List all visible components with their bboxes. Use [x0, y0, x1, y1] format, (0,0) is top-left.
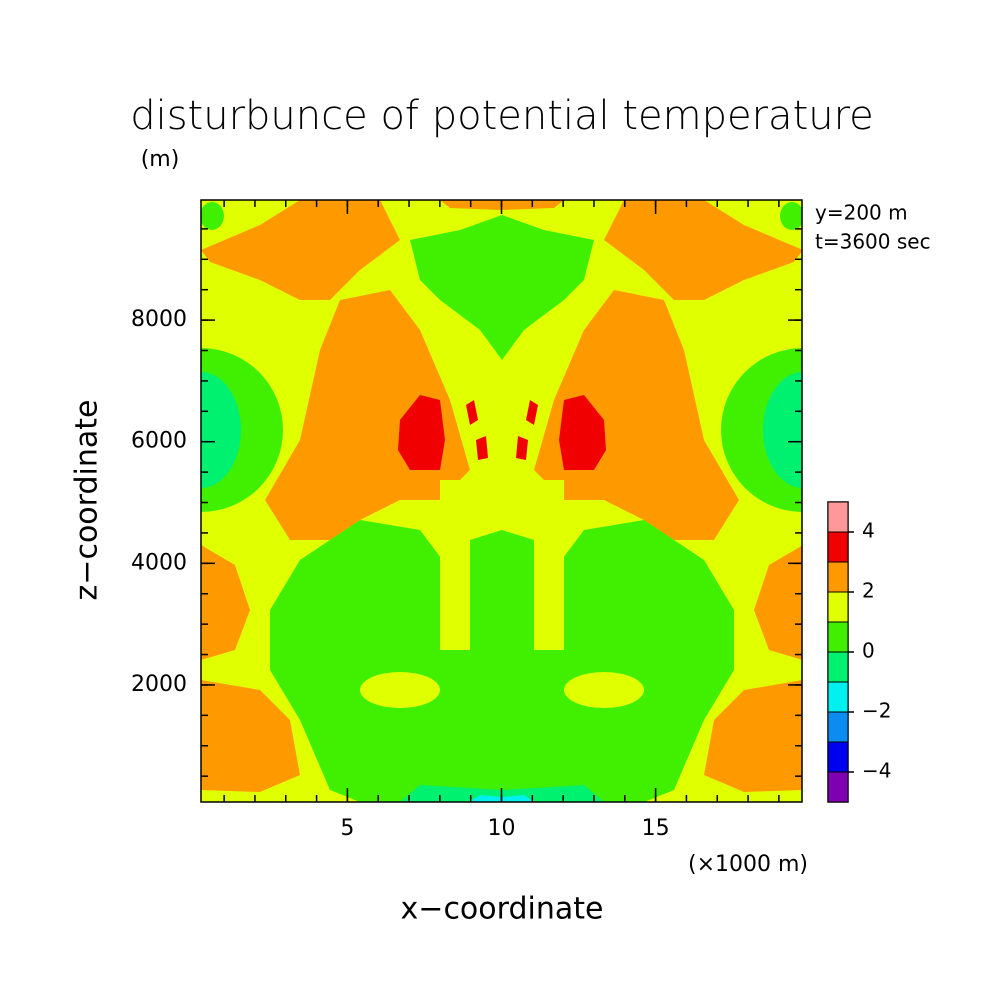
colorbar-swatch [827, 771, 849, 803]
contour-region [502, 795, 534, 802]
colorbar-swatch [827, 621, 849, 653]
colorbar-tick-label: 0 [862, 639, 875, 663]
half-field [201, 200, 502, 802]
contour-region [476, 436, 488, 460]
contour-region [201, 200, 400, 300]
annotation: t=3600 sec [815, 230, 931, 254]
contour-region [398, 395, 445, 470]
contour-region [502, 215, 594, 360]
x-axis-label: x−coordinate [401, 892, 604, 927]
colorbar-swatch [827, 501, 849, 533]
annotation: y=200 m [815, 201, 908, 225]
contour-region [721, 348, 802, 512]
contour-region [526, 400, 538, 425]
contour-region [763, 372, 802, 488]
contour-region [559, 395, 606, 470]
contour-field [201, 200, 802, 802]
y-tick-label: 4000 [131, 550, 187, 575]
x-tick-label: 15 [642, 816, 670, 841]
x-unit: (×1000 m) [688, 852, 808, 877]
contour-region [201, 372, 241, 488]
half-field [502, 200, 802, 802]
contour-region [470, 795, 502, 802]
colorbar-tick-label: −4 [862, 759, 891, 783]
chart-title: disturbunce of potential temperature [130, 93, 874, 139]
y-unit: (m) [141, 147, 180, 172]
colorbar-tick-label: 4 [862, 519, 875, 543]
colorbar-swatch [827, 531, 849, 563]
contour-region [201, 545, 250, 660]
contour-region [360, 672, 440, 708]
x-tick-label: 5 [340, 816, 354, 841]
colorbar-tick-label: −2 [862, 699, 891, 723]
contour-region [534, 480, 564, 650]
colorbar-swatch [827, 591, 849, 623]
contour-region [440, 480, 470, 650]
contour-region [265, 290, 470, 540]
colorbar-swatch [827, 561, 849, 593]
y-tick-label: 6000 [131, 429, 187, 454]
colorbar-tick-label: 2 [862, 579, 875, 603]
contour-region [516, 436, 528, 460]
contour-region [564, 672, 644, 708]
contour-region [754, 545, 802, 660]
contour-region [201, 202, 224, 230]
contour-region [410, 215, 502, 360]
colorbar-swatch [827, 741, 849, 773]
y-tick-label: 2000 [131, 672, 187, 697]
colorbar-swatch [827, 711, 849, 743]
contour-region [534, 290, 739, 540]
colorbar-swatch [827, 651, 849, 683]
contour-region [780, 202, 802, 230]
colorbar-swatch [827, 681, 849, 713]
contour-region [704, 680, 802, 792]
x-tick-label: 10 [488, 816, 516, 841]
contour-region [466, 400, 478, 425]
contour-region [201, 680, 300, 792]
y-tick-label: 8000 [131, 307, 187, 332]
y-axis-label: z−coordinate [70, 400, 105, 601]
contour-region [604, 200, 802, 300]
